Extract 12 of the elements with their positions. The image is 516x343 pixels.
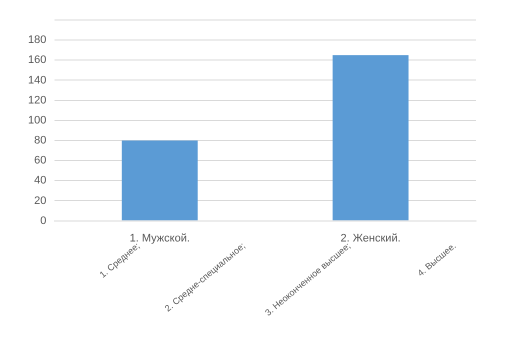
y-tick-label: 0 <box>40 214 46 227</box>
y-tick-label: 20 <box>34 194 46 207</box>
y-tick-label: 100 <box>28 114 46 126</box>
x-tick-label: 1. Мужской. <box>130 232 190 244</box>
y-tick-label: 40 <box>34 174 46 187</box>
y-tick-label: 140 <box>28 74 46 86</box>
y-tick-label: 80 <box>34 134 46 147</box>
x-tick-label: 2. Женский. <box>340 232 401 244</box>
y-tick-label: 60 <box>34 154 46 167</box>
y-tick-label: 160 <box>28 54 46 66</box>
y-tick-label: 180 <box>28 34 46 46</box>
y-tick-label: 120 <box>28 94 46 106</box>
